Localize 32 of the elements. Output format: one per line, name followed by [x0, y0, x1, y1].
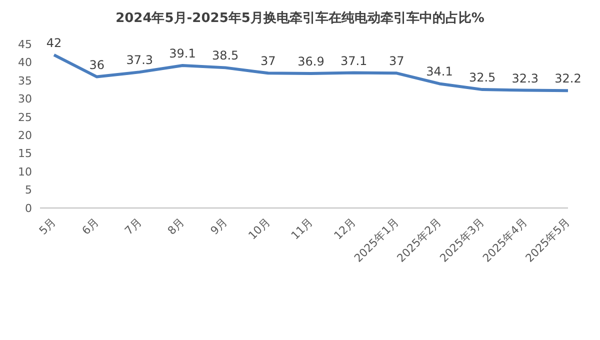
data-label: 37.1	[340, 54, 368, 68]
y-tick-label: 15	[18, 147, 32, 160]
y-tick-label: 25	[18, 110, 32, 124]
data-label: 32.2	[554, 72, 582, 86]
x-tick-label: 5月	[36, 215, 59, 238]
data-label: 37	[260, 54, 276, 68]
x-tick-label: 9月	[208, 215, 230, 238]
y-tick-label: 5	[25, 184, 32, 197]
y-tick-label: 40	[18, 56, 32, 70]
data-label: 34.1	[426, 64, 453, 79]
x-tick-label: 11月	[288, 215, 316, 242]
y-tick-label: 20	[18, 129, 32, 142]
y-tick-label: 30	[18, 92, 32, 106]
x-tick-label: 7月	[122, 215, 144, 238]
x-tick-label: 8月	[165, 215, 188, 238]
y-tick-label: 45	[18, 38, 32, 51]
data-label: 32.3	[512, 71, 539, 86]
y-tick-label: 10	[18, 165, 32, 178]
y-tick-label: 35	[18, 74, 32, 88]
data-label: 37	[389, 54, 404, 68]
data-label: 32.5	[468, 70, 496, 85]
chart-title: 2024年5月-2025年5月换电牵引车在纯电动牵引车中的占比%	[114, 10, 486, 28]
data-label: 38.5	[212, 48, 239, 63]
data-label: 37.3	[126, 53, 154, 68]
data-label: 42	[46, 36, 62, 50]
y-tick-label: 0	[25, 202, 32, 215]
x-tick-label: 10月	[246, 215, 273, 242]
data-label: 36	[89, 58, 104, 72]
x-tick-label: 12月	[332, 215, 358, 242]
data-label: 39.1	[169, 46, 196, 60]
data-label: 36.9	[298, 54, 324, 69]
x-tick-label: 6月	[80, 215, 102, 238]
